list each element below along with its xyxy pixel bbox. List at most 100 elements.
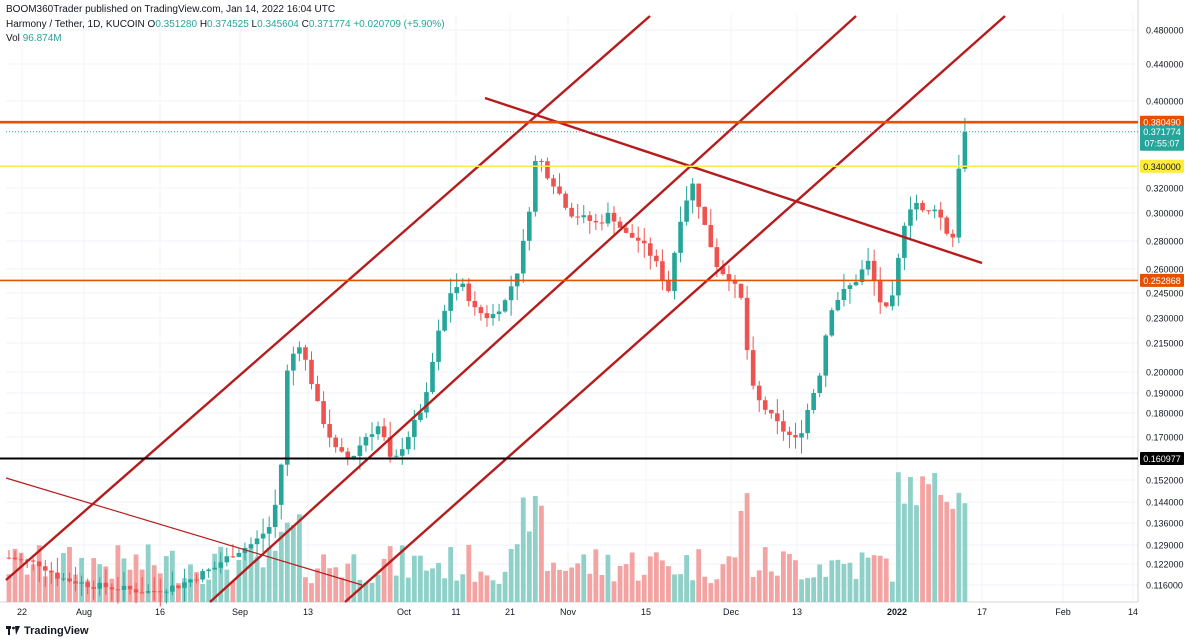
publisher-line: BOOM360Trader published on TradingView.c… [6, 4, 336, 15]
volume-bar [829, 560, 835, 602]
candle-body [762, 400, 768, 410]
volume-bar [666, 566, 671, 602]
volume-bar [859, 552, 865, 602]
candle-body [635, 237, 641, 241]
volume-bar [738, 510, 744, 602]
volume-bar [787, 553, 792, 602]
candle-body [629, 232, 635, 238]
candle-body [738, 283, 744, 298]
volume-bar [871, 555, 877, 602]
candle-body [321, 401, 326, 425]
volume-bar [6, 574, 12, 602]
candle-body [539, 161, 544, 163]
candle-body [708, 224, 714, 248]
volume-bar [496, 583, 502, 602]
volume-bar [351, 554, 357, 602]
candle-body [847, 285, 853, 289]
candle-body [375, 426, 381, 435]
candle-body [520, 240, 526, 274]
price-axis-label: 0.180000 [1146, 409, 1184, 419]
candle-body [684, 200, 689, 222]
tradingview-footer[interactable]: TradingView [6, 625, 89, 637]
price-axis-label: 0.129000 [1146, 541, 1184, 551]
candle-body [623, 227, 629, 233]
volume-bar [466, 544, 472, 602]
volume-bar [315, 568, 320, 602]
candle-body [393, 455, 399, 457]
volume-value: 96.874M [22, 33, 62, 44]
volume-bar [817, 564, 823, 602]
volume-bar [418, 555, 423, 602]
candle-body [672, 252, 677, 292]
candle-body [194, 579, 199, 581]
candle-body [97, 582, 103, 589]
volume-bar [853, 579, 859, 602]
volume-bar [91, 558, 97, 602]
candle-body [502, 300, 508, 312]
volume-bar [163, 556, 169, 602]
candle-body [43, 566, 48, 571]
price-axis-label: 0.136000 [1146, 519, 1184, 529]
volume-bar [369, 582, 375, 602]
candle-body [278, 464, 284, 505]
trend-line [5, 15, 651, 581]
candle-body [648, 243, 653, 256]
time-axis-label: Nov [560, 607, 577, 617]
candle-body [91, 587, 96, 589]
time-axis-label: Sep [232, 607, 248, 617]
volume-bar [478, 571, 484, 602]
time-axis-label: 22 [17, 607, 27, 617]
volume-bar [42, 576, 48, 602]
candle-body [30, 560, 36, 562]
price-axis-label: 0.245000 [1146, 289, 1184, 299]
countdown-label: 07:55:07 [1144, 139, 1179, 149]
price-axis-label: 0.260000 [1146, 265, 1184, 275]
candle-body [448, 293, 453, 311]
price-axis-label: 0.144000 [1146, 498, 1184, 508]
candle-body [641, 240, 647, 244]
time-axis-label: 15 [641, 607, 651, 617]
volume-bar [914, 505, 919, 602]
candle-body [678, 221, 683, 253]
price-axis-label: 0.280000 [1146, 237, 1184, 247]
volume-bar [908, 476, 913, 602]
candle-body [720, 267, 726, 275]
candle-body [291, 353, 296, 371]
candle-body [418, 412, 423, 420]
volume-bar [750, 576, 756, 602]
volume-bar [847, 562, 853, 602]
volume-bar [635, 580, 641, 602]
volume-bar [950, 508, 956, 602]
volume-bar [345, 563, 351, 602]
volume-bar [472, 581, 478, 602]
candle-body [230, 556, 236, 558]
candle-body [551, 178, 556, 187]
candle-body [266, 527, 272, 534]
candle-body [157, 591, 163, 593]
volume-bar [333, 567, 339, 602]
candle-body [956, 168, 962, 238]
volume-bar [212, 553, 218, 602]
volume-bar [756, 570, 762, 602]
candle-body [170, 585, 175, 592]
volume-bar [194, 572, 199, 602]
candle-body [333, 437, 338, 448]
candle-body [811, 393, 816, 411]
candle-body [369, 434, 375, 437]
candle-body [926, 210, 931, 212]
candle-body [744, 297, 750, 351]
candle-body [454, 287, 459, 294]
volume-bar [176, 583, 181, 602]
candle-body [139, 592, 145, 594]
candle-body [696, 183, 701, 207]
volume-bar [448, 547, 454, 602]
symbol-name: Harmony / Tether, 1D, KUCOIN [6, 19, 145, 30]
volume-bar [399, 545, 405, 602]
candle-body [133, 589, 139, 593]
candle-body [527, 211, 532, 241]
candle-body [85, 582, 90, 588]
volume-bar [889, 581, 895, 602]
time-axis-label: Feb [1055, 607, 1071, 617]
current-price-tag [1140, 125, 1184, 151]
